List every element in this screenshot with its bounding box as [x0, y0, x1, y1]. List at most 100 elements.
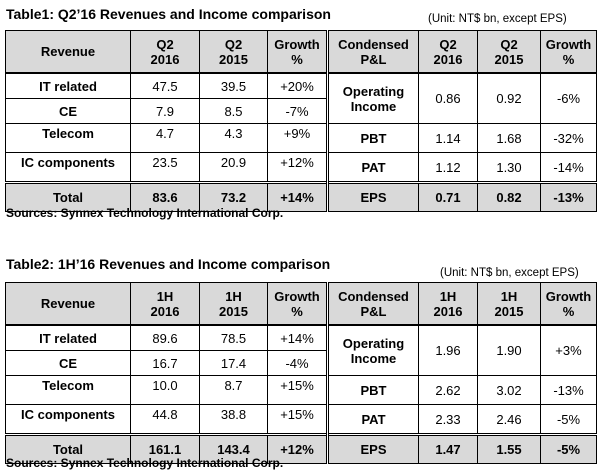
revenue-value: 44.8 [130, 404, 200, 435]
header-period-4: Q2 2015 [477, 30, 541, 74]
pl-growth: +3% [540, 324, 597, 376]
revenue-label: IC components [5, 152, 131, 183]
header-condensed-pl: Condensed P&L [326, 282, 419, 326]
pl-value: 2.62 [418, 375, 478, 405]
total-growth: +12% [267, 433, 328, 464]
pl-label: PBT [326, 123, 419, 153]
pl-value: 1.68 [477, 123, 541, 153]
pl-value: 2.46 [477, 404, 541, 435]
table-row: IT related 47.5 39.5 +20% Operating Incom… [5, 72, 597, 124]
pl-value: 1.90 [477, 324, 541, 376]
revenue-label: Telecom [5, 123, 131, 153]
revenue-label: CE [5, 98, 131, 124]
revenue-growth: +14% [267, 324, 328, 351]
revenue-label: IC components [5, 404, 131, 435]
table2-unit: (Unit: NT$ bn, except EPS) [440, 267, 579, 279]
table2-header-row: Revenue 1H 2016 1H 2015 Growth% Condensed P… [5, 282, 597, 326]
header-condensed-pl: Condensed P&L [326, 30, 419, 74]
eps-label: EPS [326, 181, 419, 212]
pl-value: 1.14 [418, 123, 478, 153]
eps-value: 0.82 [477, 181, 541, 212]
revenue-value: 10.0 [130, 375, 200, 405]
header-revenue: Revenue [5, 282, 131, 326]
revenue-value: 47.5 [130, 72, 200, 99]
eps-growth: -13% [540, 181, 597, 212]
revenue-growth: +15% [267, 375, 328, 405]
table1: Revenue Q2 2016 Q2 2015 Growth% Condensed P… [5, 30, 597, 212]
pl-label: PAT [326, 404, 419, 435]
table-row: CE 7.9 8.5 -7% [5, 98, 597, 124]
table2: Revenue 1H 2016 1H 2015 Growth% Condensed P… [5, 282, 597, 464]
header-period-3: Q2 2016 [418, 30, 478, 74]
revenue-growth: +9% [267, 123, 328, 153]
revenue-value: 39.5 [199, 72, 268, 99]
header-period-2: 1H 2015 [199, 282, 268, 326]
eps-growth: -5% [540, 433, 597, 464]
pl-value: 0.92 [477, 72, 541, 124]
pl-growth: -6% [540, 72, 597, 124]
table1-title: Table1: Q2’16 Revenues and Income compar… [6, 6, 331, 22]
table-row: IC components 23.5 20.9 +12% PAT 1.12 1.… [5, 152, 597, 183]
revenue-label: IT related [5, 72, 131, 99]
header-period-1: Q2 2016 [130, 30, 200, 74]
pl-label: PBT [326, 375, 419, 405]
pl-value: 1.96 [418, 324, 478, 376]
table-row: CE 16.7 17.4 -4% [5, 350, 597, 376]
header-period-2: Q2 2015 [199, 30, 268, 74]
revenue-value: 78.5 [199, 324, 268, 351]
total-label: Total [5, 181, 131, 212]
header-growth-2: Growth% [540, 30, 597, 74]
revenue-value: 38.8 [199, 404, 268, 435]
header-revenue: Revenue [5, 30, 131, 74]
header-growth-2: Growth% [540, 282, 597, 326]
header-period-4: 1H 2015 [477, 282, 541, 326]
revenue-value: 8.7 [199, 375, 268, 405]
revenue-value: 89.6 [130, 324, 200, 351]
revenue-value: 4.3 [199, 123, 268, 153]
revenue-label: CE [5, 350, 131, 376]
header-growth: Growth% [267, 30, 328, 74]
table2-source: Sources: Synnex Technology International… [6, 456, 284, 470]
table-row: Telecom 4.7 4.3 +9% PBT 1.14 1.68 -32% [5, 123, 597, 153]
pl-value: 1.12 [418, 152, 478, 183]
revenue-growth: +12% [267, 152, 328, 183]
total-value: 143.4 [199, 433, 268, 464]
table-row: IT related 89.6 78.5 +14% Operating Incom… [5, 324, 597, 376]
pl-growth: -32% [540, 123, 597, 153]
pl-label: Operating Income [326, 324, 419, 376]
pl-growth: -14% [540, 152, 597, 183]
header-period-3: 1H 2016 [418, 282, 478, 326]
revenue-label: Telecom [5, 375, 131, 405]
eps-value: 1.55 [477, 433, 541, 464]
table1-unit: (Unit: NT$ bn, except EPS) [428, 13, 567, 25]
revenue-growth: +20% [267, 72, 328, 99]
pl-value: 2.33 [418, 404, 478, 435]
pl-growth: -5% [540, 404, 597, 435]
pl-label: PAT [326, 152, 419, 183]
pl-value: 3.02 [477, 375, 541, 405]
table-row: IC components 44.8 38.8 +15% PAT 2.33 2.… [5, 404, 597, 435]
total-value: 83.6 [130, 181, 200, 212]
pl-value: 0.86 [418, 72, 478, 124]
revenue-value: 17.4 [199, 350, 268, 376]
eps-label: EPS [326, 433, 419, 464]
pl-growth: -13% [540, 375, 597, 405]
table1-header-row: Revenue Q2 2016 Q2 2015 Growth% Condensed P… [5, 30, 597, 74]
revenue-growth: -7% [267, 98, 328, 124]
pl-value: 1.30 [477, 152, 541, 183]
revenue-value: 20.9 [199, 152, 268, 183]
table2-total-row: Total 161.1 143.4 +12% EPS 1.47 1.55 -5% [5, 433, 597, 464]
revenue-value: 4.7 [130, 123, 200, 153]
header-period-1: 1H 2016 [130, 282, 200, 326]
pl-label: Operating Income [326, 72, 419, 124]
table1-source: Sources: Synnex Technology International… [6, 206, 284, 220]
header-growth: Growth% [267, 282, 328, 326]
table2-title: Table2: 1H’16 Revenues and Income compar… [6, 256, 331, 272]
revenue-value: 23.5 [130, 152, 200, 183]
revenue-growth: +15% [267, 404, 328, 435]
total-growth: +14% [267, 181, 328, 212]
table1-total-row: Total 83.6 73.2 +14% EPS 0.71 0.82 -13% [5, 181, 597, 212]
eps-value: 0.71 [418, 181, 478, 212]
revenue-label: IT related [5, 324, 131, 351]
revenue-growth: -4% [267, 350, 328, 376]
